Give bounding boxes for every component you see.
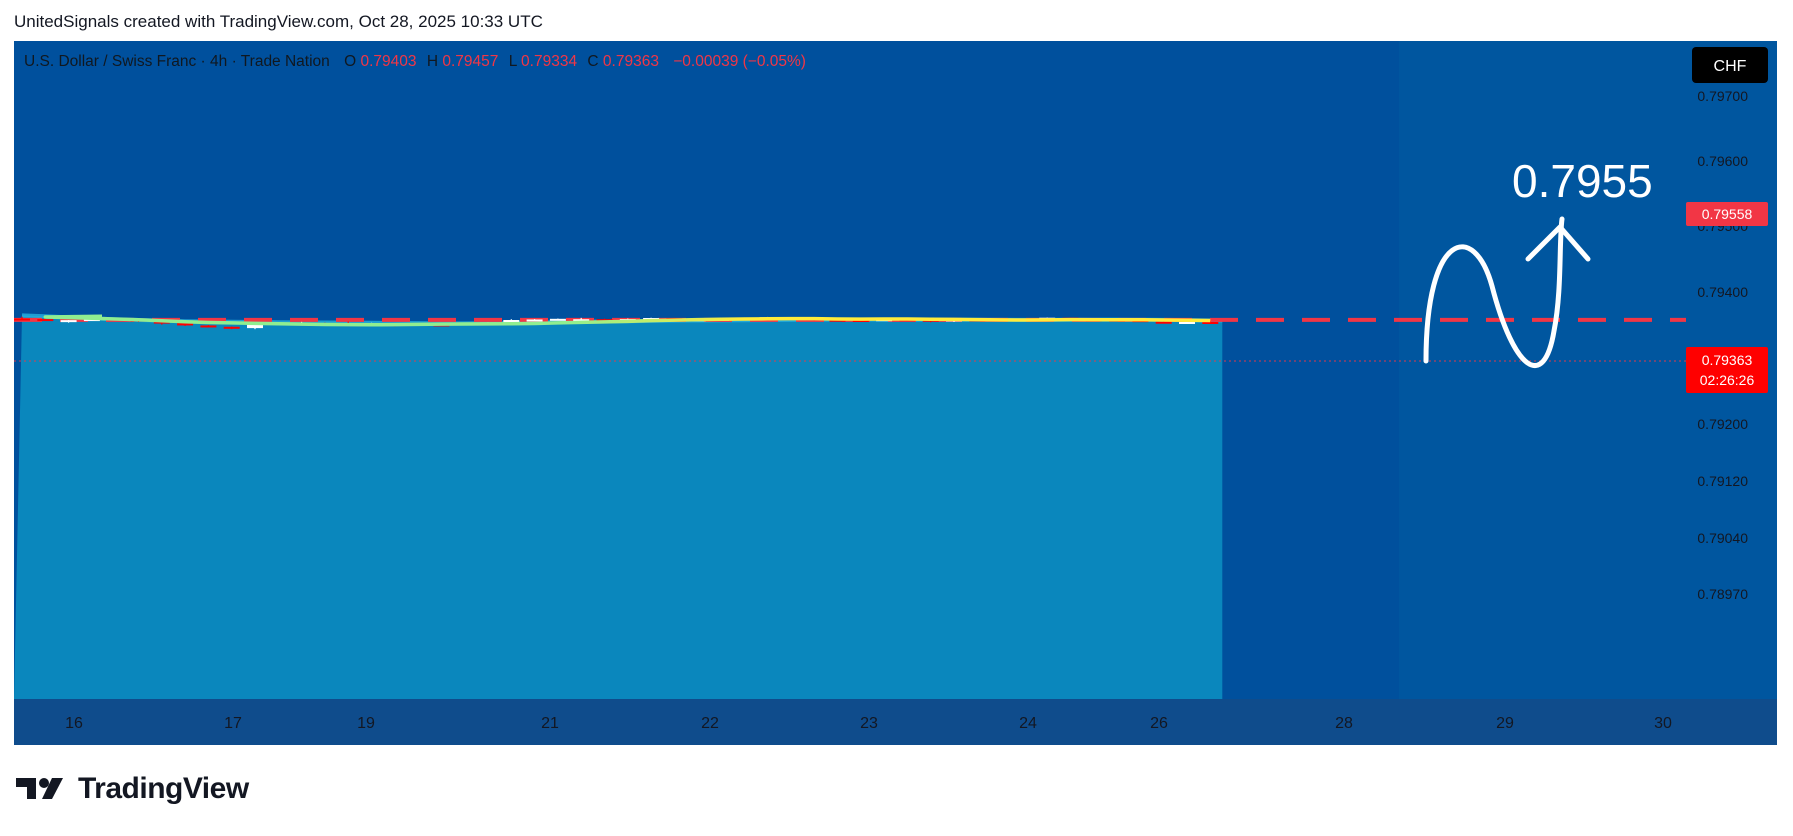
candle-body bbox=[153, 321, 170, 324]
candle-body bbox=[1179, 322, 1195, 324]
candle bbox=[573, 317, 590, 322]
price-tick-label: 0.79120 bbox=[1697, 473, 1748, 489]
candle bbox=[223, 326, 240, 330]
band-layer bbox=[14, 313, 1223, 699]
time-tick-label: 26 bbox=[1150, 715, 1168, 732]
chart-attribution: UnitedSignals created with TradingView.c… bbox=[14, 12, 543, 31]
time-tick-label: 17 bbox=[224, 715, 242, 732]
time-tick-label: 16 bbox=[65, 715, 83, 732]
candle bbox=[549, 318, 566, 321]
candle-body bbox=[177, 322, 194, 326]
currency-button[interactable]: CHF bbox=[1692, 47, 1768, 83]
price-tick-label: 0.79600 bbox=[1697, 153, 1748, 169]
candle-body bbox=[549, 318, 566, 321]
price-tick-label: 0.79040 bbox=[1697, 530, 1748, 546]
legend-high-label: H bbox=[427, 53, 438, 70]
candle-body bbox=[852, 320, 869, 323]
bar-countdown: 02:26:26 bbox=[1700, 372, 1755, 388]
candle-body bbox=[223, 326, 240, 329]
legend-close-label: C bbox=[587, 53, 598, 70]
time-axis[interactable]: 16 17 19 21 22 23 24 26 28 29 30 bbox=[65, 715, 1672, 732]
price-axis[interactable]: 0.797000.796000.795000.794000.793000.792… bbox=[1697, 88, 1748, 602]
candle-body bbox=[829, 319, 846, 322]
tradingview-logo-text: TradingView bbox=[78, 772, 249, 805]
candle bbox=[200, 325, 217, 328]
time-tick-label: 21 bbox=[541, 715, 559, 732]
time-tick-label: 19 bbox=[357, 715, 375, 732]
legend-open-label: O bbox=[344, 53, 356, 70]
time-tick-label: 22 bbox=[701, 715, 719, 732]
svg-text:U.S. Dollar / Swiss Franc · 4h: U.S. Dollar / Swiss Franc · 4h · Trade N… bbox=[24, 53, 806, 70]
candle-body bbox=[37, 319, 54, 322]
band-fill bbox=[14, 315, 1223, 699]
legend-low-label: L bbox=[509, 53, 518, 70]
current-price-tag-value: 0.79363 bbox=[1702, 352, 1753, 368]
candle-body bbox=[573, 319, 590, 322]
time-tick-label: 30 bbox=[1654, 715, 1672, 732]
candle bbox=[526, 319, 543, 322]
symbol-legend[interactable]: U.S. Dollar / Swiss Franc · 4h · Trade N… bbox=[24, 53, 806, 70]
price-chart[interactable]: 0.7955 U.S. Dollar / Swiss Franc · 4h · … bbox=[14, 41, 1777, 745]
candle-body bbox=[503, 320, 520, 323]
time-tick-label: 23 bbox=[860, 715, 878, 732]
time-axis-bar bbox=[14, 699, 1777, 745]
candle-body bbox=[1202, 322, 1219, 324]
tradingview-logo-icon bbox=[16, 778, 63, 799]
moving-average-layer bbox=[43, 314, 1211, 327]
candle bbox=[14, 316, 30, 321]
candle bbox=[1155, 321, 1172, 324]
chart-canvas[interactable]: 0.7955 U.S. Dollar / Swiss Franc · 4h · … bbox=[14, 41, 1777, 745]
candle-body bbox=[60, 320, 77, 323]
legend-change: −0.00039 (−0.05%) bbox=[673, 53, 806, 70]
legend-open-value: 0.79403 bbox=[360, 53, 416, 70]
candle-body bbox=[200, 325, 217, 328]
legend-symbol: U.S. Dollar / Swiss Franc · 4h · Trade N… bbox=[24, 53, 330, 70]
target-price-tag: 0.79558 bbox=[1686, 202, 1768, 226]
currency-label: CHF bbox=[1714, 58, 1747, 75]
moving-average-line bbox=[43, 314, 1211, 327]
price-tick-label: 0.79700 bbox=[1697, 88, 1748, 104]
projection-arrowhead bbox=[1525, 224, 1591, 262]
candle-body bbox=[83, 319, 100, 322]
projection-wave bbox=[1423, 216, 1565, 368]
candle bbox=[503, 319, 520, 323]
candle-body bbox=[247, 324, 263, 329]
candle-body bbox=[526, 319, 543, 322]
price-tick-label: 0.78970 bbox=[1697, 586, 1748, 602]
legend-high-value: 0.79457 bbox=[442, 53, 498, 70]
time-tick-label: 28 bbox=[1335, 715, 1353, 732]
price-tick-label: 0.79400 bbox=[1697, 284, 1748, 300]
price-tick-label: 0.79200 bbox=[1697, 416, 1748, 432]
target-label: 0.7955 bbox=[1512, 155, 1653, 207]
candle-body bbox=[14, 318, 30, 321]
target-price-tag-value: 0.79558 bbox=[1702, 206, 1753, 222]
candle bbox=[60, 320, 77, 323]
candle bbox=[1202, 321, 1219, 324]
current-price-tag: 0.79363 02:26:26 bbox=[1686, 347, 1768, 393]
candle-body bbox=[1155, 321, 1172, 324]
time-tick-label: 29 bbox=[1496, 715, 1514, 732]
time-tick-label: 24 bbox=[1019, 715, 1037, 732]
candle bbox=[37, 318, 54, 322]
legend-close-value: 0.79363 bbox=[603, 53, 659, 70]
legend-low-value: 0.79334 bbox=[521, 53, 577, 70]
tradingview-logo[interactable]: TradingView bbox=[16, 772, 249, 806]
